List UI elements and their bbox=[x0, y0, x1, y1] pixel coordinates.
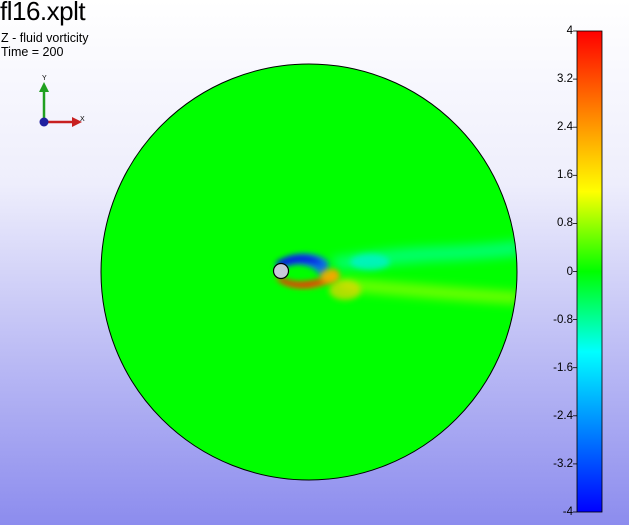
color-legend bbox=[573, 30, 603, 513]
legend-tick-label: -3.2 bbox=[553, 457, 573, 470]
legend-tick-label: 0 bbox=[566, 265, 573, 278]
legend-tick-label: 3.2 bbox=[557, 73, 573, 86]
shed-vortex bbox=[320, 269, 340, 283]
legend-tick-label: -1.6 bbox=[553, 361, 573, 374]
upper-shear-core bbox=[276, 255, 322, 268]
legend-tick-label: 2.4 bbox=[557, 121, 573, 134]
domain-disk bbox=[101, 64, 517, 480]
domain-boundary bbox=[100, 63, 518, 481]
legend-colorbar bbox=[576, 30, 603, 513]
axis-triad: Y X bbox=[39, 75, 85, 127]
file-title: fl16.xplt bbox=[0, 0, 86, 26]
legend-tick-label: -0.8 bbox=[553, 313, 573, 326]
x-axis-label: X bbox=[80, 116, 85, 123]
cylinder bbox=[272, 262, 290, 280]
legend-tick-label: -4 bbox=[562, 506, 573, 518]
z-axis-dot bbox=[39, 117, 49, 127]
legend-tick-marks bbox=[573, 30, 577, 513]
variable-label: Z - fluid vorticity bbox=[1, 31, 89, 45]
legend-tick-label: 0.8 bbox=[557, 217, 573, 230]
legend-tick-label: 4 bbox=[566, 25, 573, 37]
lower-shear-core bbox=[278, 278, 328, 287]
legend-tick-label: 1.6 bbox=[557, 169, 573, 182]
y-axis-arrowhead bbox=[39, 82, 49, 92]
wake-positive bbox=[340, 278, 517, 304]
cyan-vortex bbox=[350, 254, 390, 270]
legend-tick-label: -2.4 bbox=[553, 409, 573, 422]
time-label: Time = 200 bbox=[1, 45, 64, 59]
yellow-vortex bbox=[329, 280, 361, 300]
y-axis-label: Y bbox=[42, 75, 47, 82]
x-axis-arrowhead bbox=[72, 117, 82, 127]
vorticity-field bbox=[100, 63, 518, 481]
